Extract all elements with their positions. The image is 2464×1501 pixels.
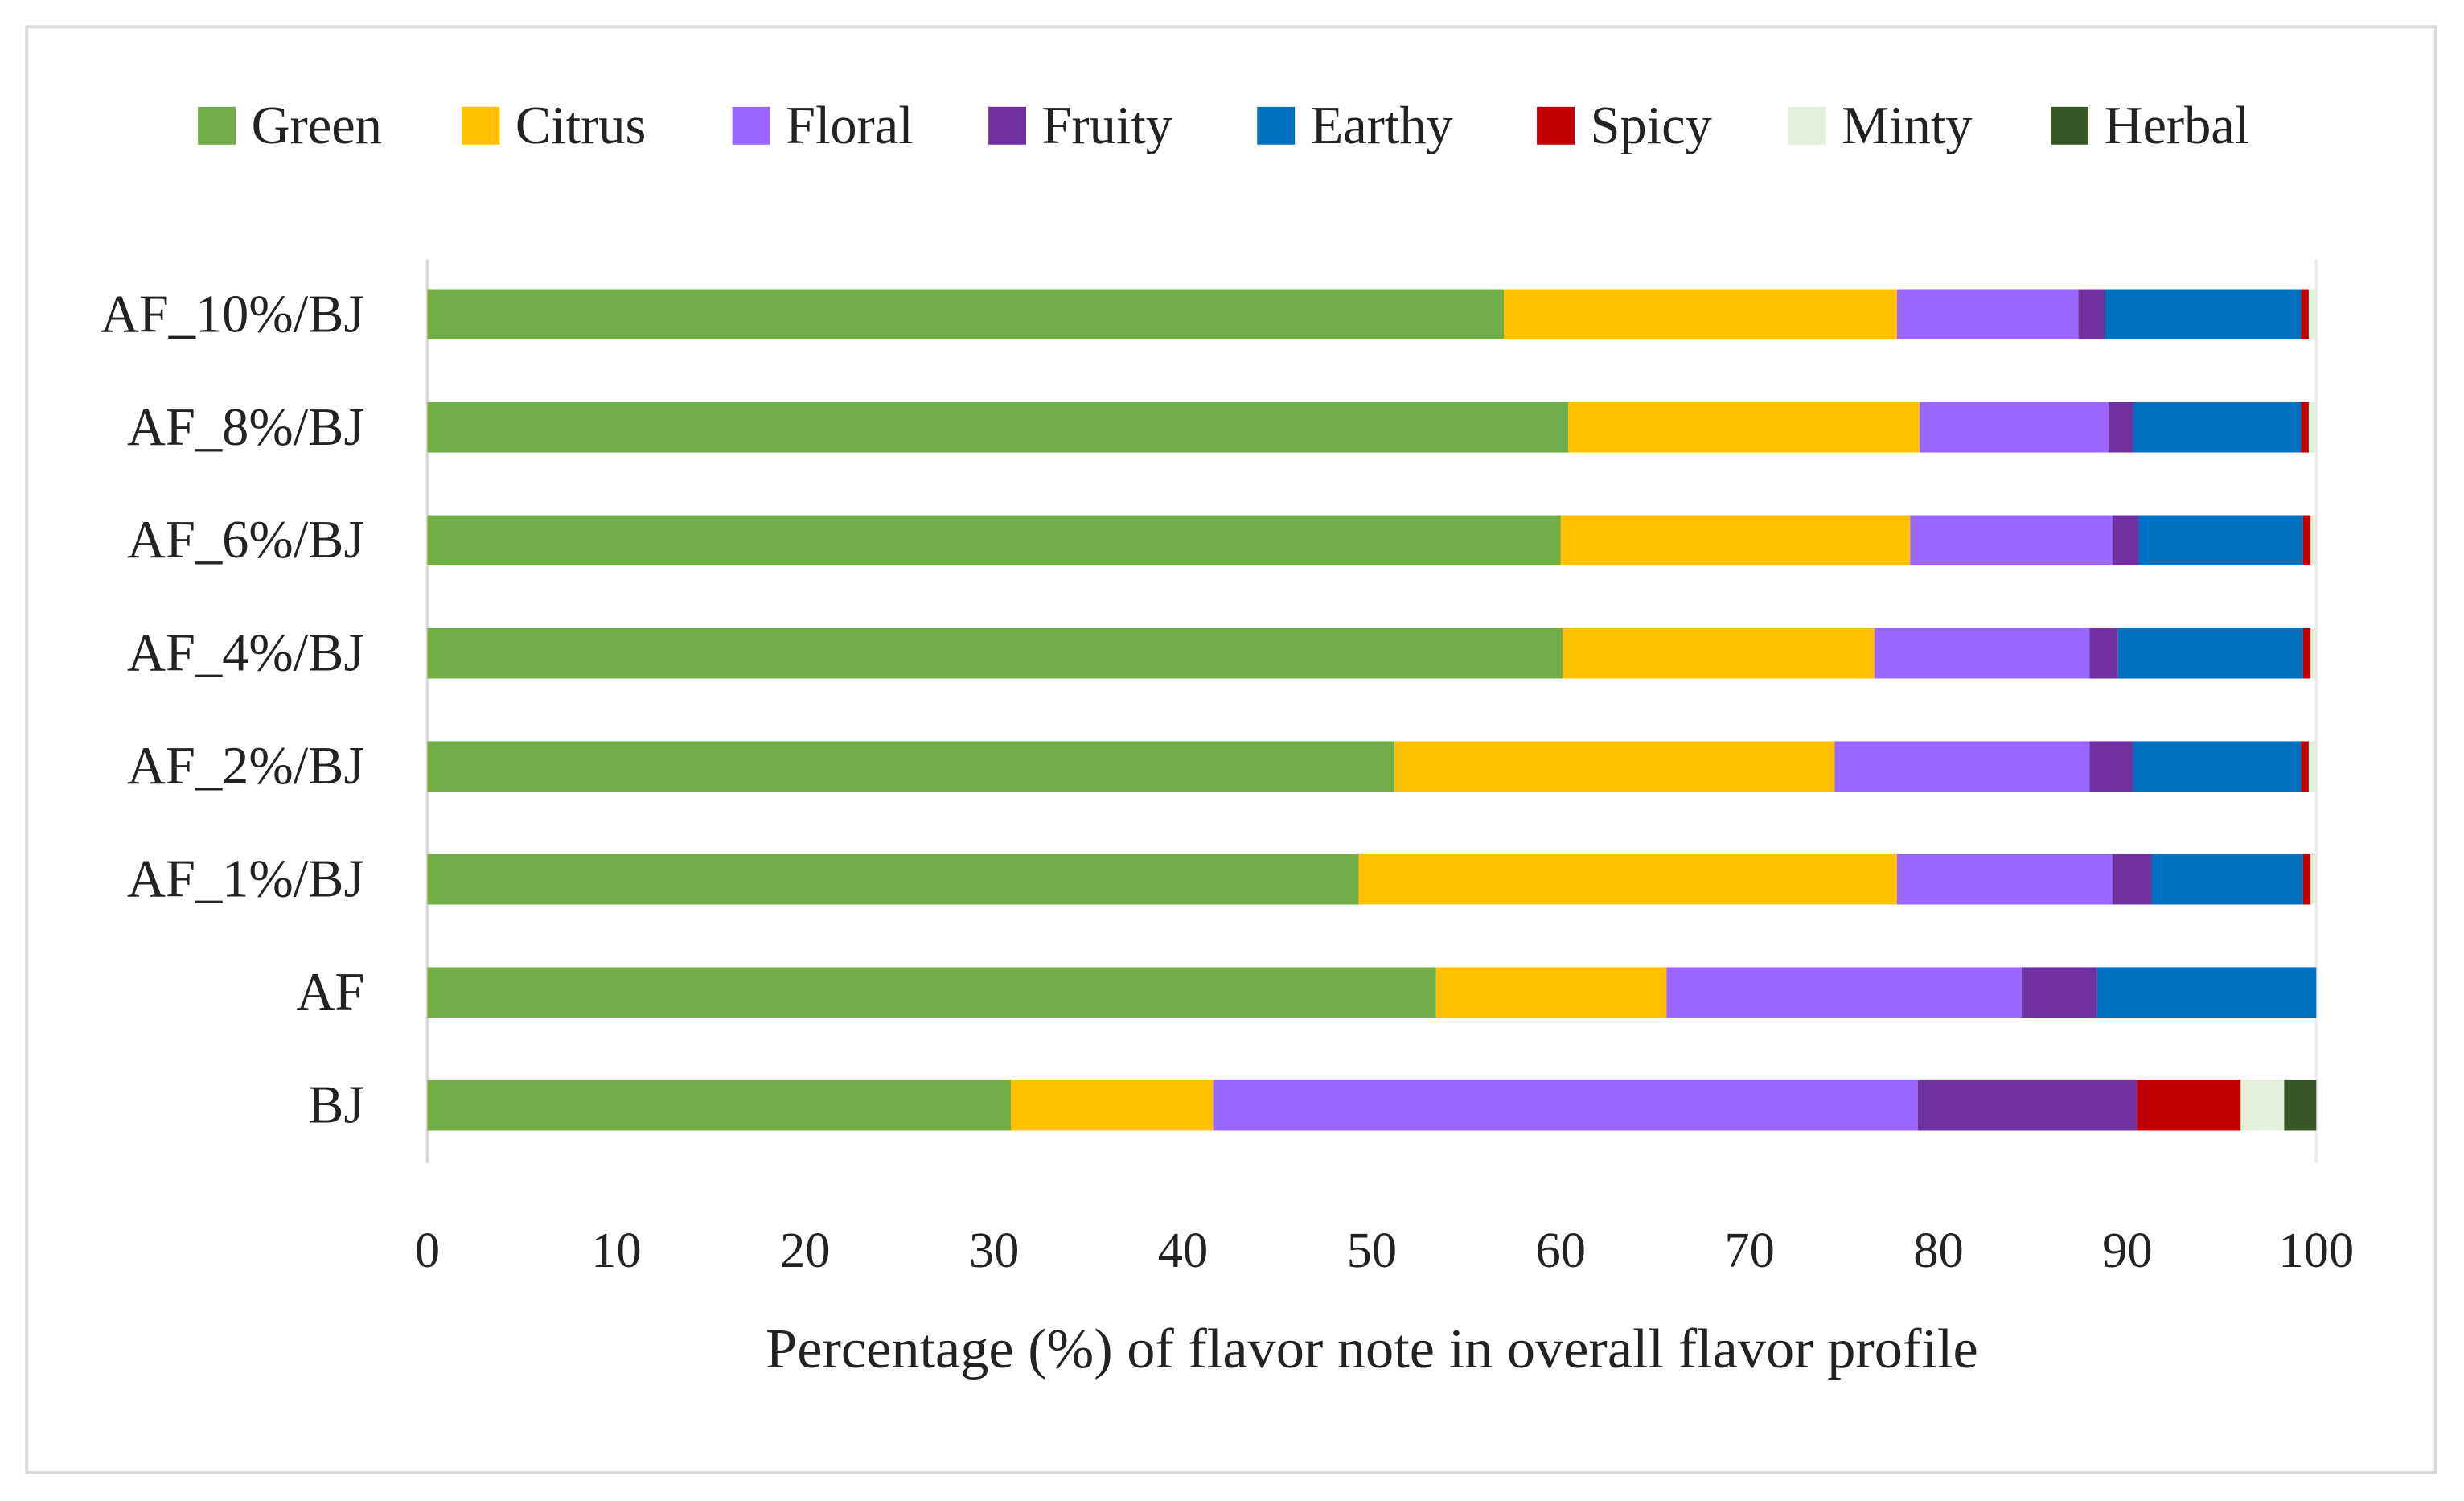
legend: Green Citrus Floral Fruity Earthy Spicy Minty H… (198, 97, 2249, 155)
legend-swatch-citrus (462, 106, 500, 145)
category-label: AF_2%/BJ (127, 737, 364, 796)
category-labels: AF_10%/BJ AF_8%/BJ AF_6%/BJ AF_4%/BJ AF_2%/B… (101, 285, 364, 1134)
bar-segment-spicy (2301, 741, 2309, 792)
category-label: AF_1%/BJ (127, 850, 364, 909)
bar-segment-green (427, 741, 1395, 792)
bar-segment-fruity (2089, 627, 2118, 679)
bar-segment-earthy (2105, 289, 2302, 340)
legend-label-floral: Floral (786, 97, 914, 155)
bar-segment-green (427, 289, 1505, 340)
bar-segment-green (427, 515, 1561, 566)
bar-segment-citrus (1358, 853, 1897, 905)
bar-segment-floral (1920, 402, 2109, 453)
bar-segment-fruity (2021, 967, 2097, 1018)
bar-segment-green (427, 853, 1359, 905)
bar-segment-fruity (1917, 1079, 2138, 1131)
bar-segment-minty (2308, 741, 2317, 792)
bar-segment-minty (2308, 289, 2317, 340)
bar-segment-green (427, 402, 1569, 453)
bar-segment-floral (1910, 515, 2113, 566)
category-label: AF (296, 963, 364, 1022)
bar-segment-floral (1834, 741, 2090, 792)
bar-segment-earthy (2117, 627, 2303, 679)
bar-segment-fruity (2112, 853, 2152, 905)
legend-swatch-fruity (988, 106, 1027, 145)
bar-segment-citrus (1394, 741, 1835, 792)
x-tick-label: 50 (1347, 1222, 1398, 1278)
x-tick-label: 40 (1158, 1222, 1209, 1278)
bar-segment-earthy (2138, 515, 2303, 566)
x-tick-label: 30 (969, 1222, 1020, 1278)
category-label: AF_4%/BJ (127, 624, 364, 683)
x-axis-label: Percentage (%) of flavor note in overall… (766, 1318, 1978, 1380)
bar-segment-spicy (2301, 289, 2309, 340)
bar-segment-fruity (2089, 741, 2133, 792)
legend-swatch-earthy (1257, 106, 1296, 145)
bar-segment-earthy (2133, 741, 2302, 792)
x-tick-label: 70 (1724, 1222, 1775, 1278)
bar-segment-green (427, 1079, 1012, 1131)
legend-label-herbal: Herbal (2105, 97, 2250, 155)
bar-segment-floral (1896, 289, 2079, 340)
bars (427, 289, 2317, 1131)
bar-segment-green (427, 627, 1563, 679)
bar-segment-earthy (2096, 967, 2317, 1018)
bar-segment-spicy (2302, 627, 2311, 679)
category-label: AF_6%/BJ (127, 511, 364, 570)
x-tick-label: 20 (780, 1222, 831, 1278)
legend-label-minty: Minty (1842, 97, 1972, 155)
bar-segment-fruity (2078, 289, 2105, 340)
bar-segment-minty (2310, 515, 2317, 566)
bar-segment-minty (2310, 853, 2317, 905)
bar-segment-green (427, 967, 1436, 1018)
bar-segment-floral (1213, 1079, 1918, 1131)
legend-label-spicy: Spicy (1591, 97, 1712, 155)
x-tick-label: 90 (2102, 1222, 2153, 1278)
bar-segment-earthy (2133, 402, 2302, 453)
bar-segment-earthy (2151, 853, 2303, 905)
bar-segment-minty (2308, 402, 2317, 453)
legend-label-citrus: Citrus (515, 97, 646, 155)
bar-segment-floral (1874, 627, 2090, 679)
category-label: AF_8%/BJ (127, 398, 364, 457)
bar-segment-floral (1666, 967, 2022, 1018)
legend-swatch-minty (1788, 106, 1826, 145)
legend-label-fruity: Fruity (1042, 97, 1172, 155)
bar-segment-spicy (2137, 1079, 2241, 1131)
legend-label-green: Green (252, 97, 382, 155)
legend-swatch-green (198, 106, 236, 145)
bar-segment-citrus (1504, 289, 1897, 340)
x-tick-label: 10 (591, 1222, 642, 1278)
legend-swatch-herbal (2051, 106, 2088, 145)
bar-segment-minty (2310, 627, 2317, 679)
x-tick-labels: 0 10 20 30 40 50 60 70 80 90 100 (415, 1222, 2354, 1278)
x-tick-label: 100 (2278, 1222, 2354, 1278)
bar-segment-citrus (1435, 967, 1667, 1018)
bar-segment-spicy (2302, 515, 2311, 566)
bar-segment-citrus (1563, 627, 1875, 679)
bar-segment-spicy (2302, 853, 2311, 905)
x-tick-label: 60 (1536, 1222, 1587, 1278)
bar-segment-citrus (1011, 1079, 1214, 1131)
category-label: BJ (308, 1076, 364, 1135)
legend-label-earthy: Earthy (1311, 97, 1453, 155)
bar-segment-herbal (2284, 1079, 2317, 1131)
category-label: AF_10%/BJ (101, 285, 364, 343)
legend-swatch-floral (732, 106, 770, 145)
bar-segment-citrus (1568, 402, 1920, 453)
bar-segment-spicy (2301, 402, 2309, 453)
bar-segment-floral (1896, 853, 2113, 905)
x-tick-label: 0 (415, 1222, 440, 1278)
bar-segment-fruity (2108, 402, 2133, 453)
bar-segment-fruity (2112, 515, 2139, 566)
bar-segment-minty (2240, 1079, 2285, 1131)
bar-segment-citrus (1560, 515, 1911, 566)
x-tick-label: 80 (1913, 1222, 1964, 1278)
legend-swatch-spicy (1537, 106, 1575, 145)
